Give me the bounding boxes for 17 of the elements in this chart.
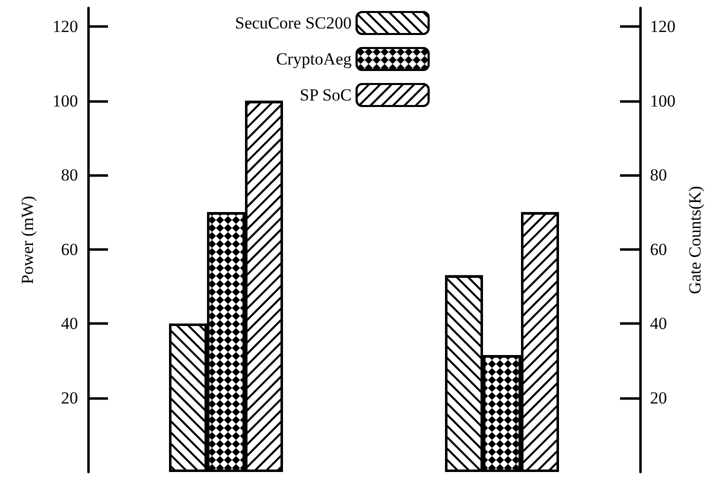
y2-tick-label: 40 (650, 314, 667, 334)
y2-axis-title: Gate Counts(K) (685, 186, 704, 294)
y2-tick-label: 120 (650, 17, 676, 36)
y2-tick-label: 60 (650, 240, 667, 259)
y-axis-title: Power (mW) (18, 196, 37, 284)
y2-tick-label: 100 (650, 91, 676, 110)
y-tick-label: 80 (61, 166, 78, 185)
legend-label: SP SoC (300, 86, 352, 104)
y-tick-label: 60 (61, 240, 78, 259)
y2-tick-label: 80 (650, 166, 667, 185)
y-tick-label: 20 (61, 388, 78, 408)
y-tick-label: 120 (52, 17, 78, 36)
legend-label: CryptoAeg (276, 50, 352, 68)
legend-label: SecuCore SC200 (234, 14, 352, 32)
y-tick-label: 100 (52, 91, 78, 110)
y2-tick-label: 20 (650, 388, 667, 408)
y-tick-label: 40 (61, 314, 78, 334)
